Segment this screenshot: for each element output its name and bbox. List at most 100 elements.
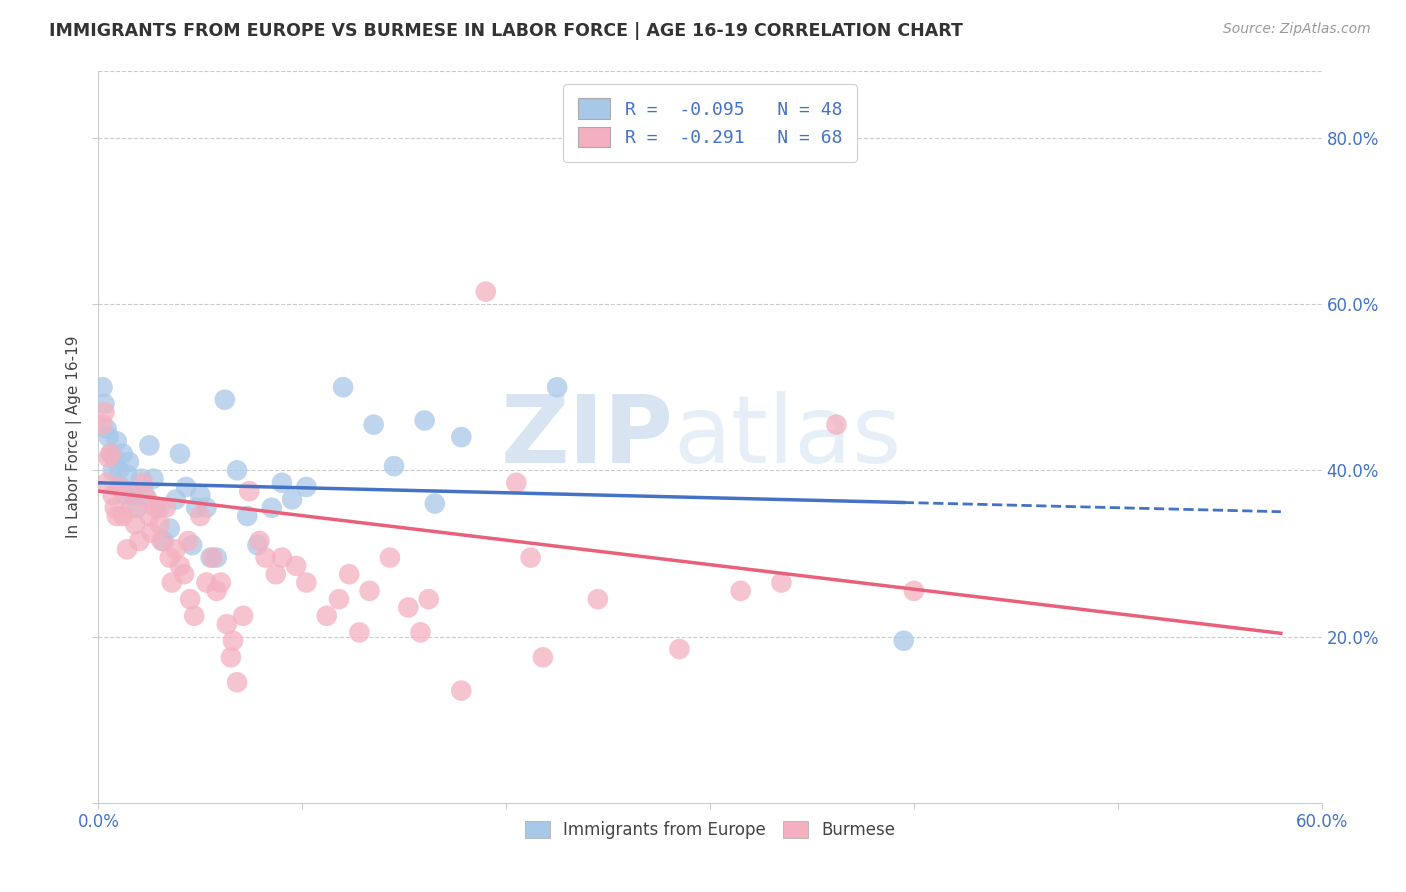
Text: atlas: atlas <box>673 391 901 483</box>
Point <box>165 542 187 557</box>
Point <box>169 558 191 573</box>
Point <box>97 450 120 465</box>
Point <box>115 467 138 482</box>
Text: ZIP: ZIP <box>501 391 673 483</box>
Point <box>359 583 381 598</box>
Point <box>129 472 152 486</box>
Point <box>450 430 472 444</box>
Point <box>226 675 249 690</box>
Point <box>214 392 236 407</box>
Point <box>159 521 181 535</box>
Point <box>177 533 200 548</box>
Point <box>770 575 793 590</box>
Point <box>142 472 165 486</box>
Point <box>260 500 283 515</box>
Point <box>152 533 174 548</box>
Point <box>409 625 432 640</box>
Point <box>132 475 155 490</box>
Point <box>128 533 150 548</box>
Point <box>122 488 145 502</box>
Point <box>205 583 228 598</box>
Point <box>396 600 419 615</box>
Point <box>281 492 304 507</box>
Point <box>285 558 308 573</box>
Point <box>893 633 915 648</box>
Point <box>108 463 131 477</box>
Point <box>104 500 127 515</box>
Point <box>903 583 925 598</box>
Point <box>586 592 609 607</box>
Point <box>188 509 212 524</box>
Point <box>249 533 271 548</box>
Point <box>205 550 228 565</box>
Point <box>118 455 141 469</box>
Point <box>519 550 541 565</box>
Point <box>378 550 401 565</box>
Point <box>270 475 294 490</box>
Text: Source: ZipAtlas.com: Source: ZipAtlas.com <box>1223 22 1371 37</box>
Point <box>474 285 498 299</box>
Point <box>181 538 204 552</box>
Point <box>246 538 269 552</box>
Point <box>100 447 122 461</box>
Point <box>825 417 848 432</box>
Point <box>149 500 172 515</box>
Point <box>232 608 254 623</box>
Point <box>328 592 350 607</box>
Point <box>108 480 131 494</box>
Point <box>101 463 124 477</box>
Point <box>110 480 132 494</box>
Point <box>93 405 115 419</box>
Point <box>668 642 690 657</box>
Point <box>505 475 527 490</box>
Point <box>254 550 277 565</box>
Point <box>413 413 436 427</box>
Point <box>159 550 181 565</box>
Point <box>215 617 238 632</box>
Point <box>382 459 405 474</box>
Point <box>114 488 136 502</box>
Point <box>423 497 446 511</box>
Point <box>219 650 242 665</box>
Point <box>149 517 172 532</box>
Point <box>179 592 201 607</box>
Point <box>169 447 191 461</box>
Point <box>97 430 120 444</box>
Point <box>138 509 160 524</box>
Point <box>118 484 141 499</box>
Text: IMMIGRANTS FROM EUROPE VS BURMESE IN LABOR FORCE | AGE 16-19 CORRELATION CHART: IMMIGRANTS FROM EUROPE VS BURMESE IN LAB… <box>49 22 963 40</box>
Point <box>188 488 212 502</box>
Point <box>93 397 115 411</box>
Point <box>349 625 371 640</box>
Point <box>264 567 287 582</box>
Point <box>105 509 128 524</box>
Point <box>201 550 224 565</box>
Point <box>209 575 232 590</box>
Point <box>96 475 118 490</box>
Point <box>315 608 337 623</box>
Point <box>418 592 440 607</box>
Point <box>100 447 122 461</box>
Point <box>195 575 218 590</box>
Point <box>91 380 114 394</box>
Point <box>145 500 167 515</box>
Point <box>138 438 160 452</box>
Y-axis label: In Labor Force | Age 16-19: In Labor Force | Age 16-19 <box>66 335 82 539</box>
Point <box>195 500 218 515</box>
Point <box>134 488 156 502</box>
Point <box>120 500 142 515</box>
Point <box>111 447 134 461</box>
Point <box>105 434 128 449</box>
Point <box>136 492 159 507</box>
Point <box>337 567 360 582</box>
Point <box>96 422 118 436</box>
Point <box>730 583 752 598</box>
Point <box>101 488 124 502</box>
Point <box>222 633 245 648</box>
Point <box>91 417 114 432</box>
Point <box>183 608 205 623</box>
Point <box>127 500 149 515</box>
Point <box>104 450 127 465</box>
Point <box>115 542 138 557</box>
Point <box>200 550 222 565</box>
